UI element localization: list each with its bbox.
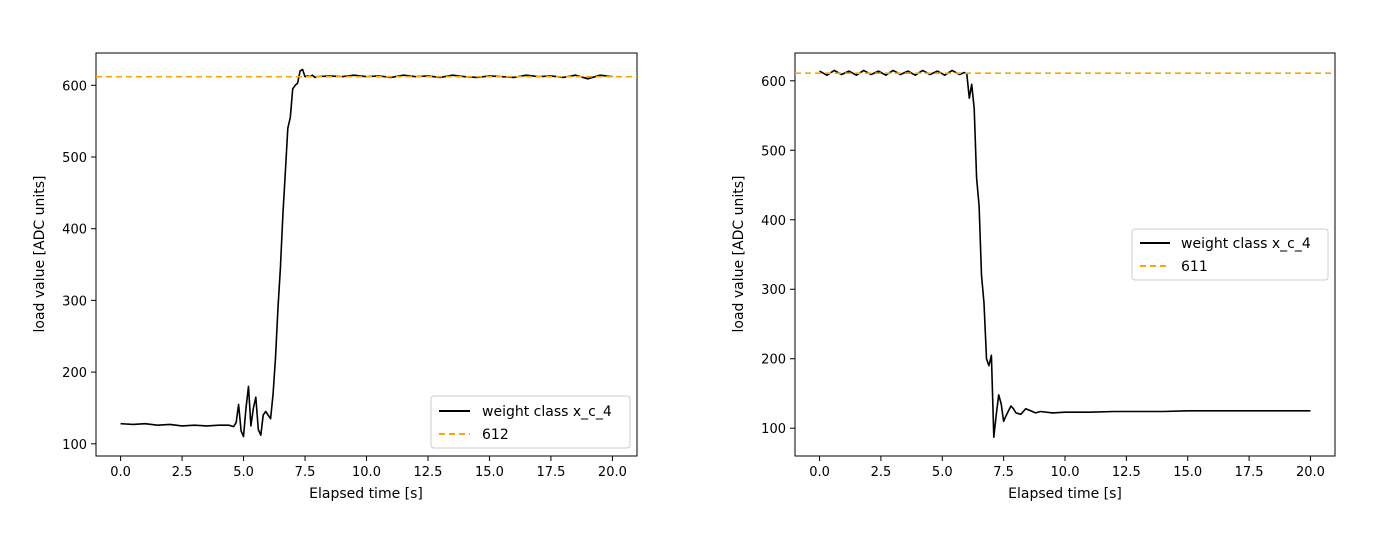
x-tick-label: 10.0 (1051, 465, 1080, 480)
x-tick-label: 5.0 (932, 465, 953, 480)
x-axis-label: Elapsed time [s] (309, 486, 423, 502)
x-tick-label: 15.0 (475, 465, 504, 480)
y-tick-label: 300 (62, 294, 87, 309)
x-tick-label: 2.5 (871, 465, 892, 480)
y-axis: 100 200 300 400 500 600 (761, 75, 795, 437)
y-axis: 100 200 300 400 500 600 (62, 79, 96, 453)
x-tick-label: 10.0 (352, 465, 381, 480)
y-tick-label: 100 (62, 438, 87, 453)
x-tick-label: 7.5 (295, 465, 316, 480)
x-axis-label: Elapsed time [s] (1008, 486, 1122, 502)
y-tick-label: 200 (62, 366, 87, 381)
x-tick-label: 5.0 (233, 465, 254, 480)
y-tick-label: 500 (761, 144, 786, 159)
x-tick-label: 20.0 (1296, 465, 1325, 480)
x-tick-label: 2.5 (172, 465, 193, 480)
series-line (819, 69, 1311, 439)
x-tick-label: 12.5 (414, 465, 443, 480)
x-axis: 0.0 2.5 5.0 7.5 10.0 12.5 15.0 17.5 20.0 (809, 456, 1325, 480)
series-line (120, 68, 613, 438)
y-tick-label: 300 (761, 283, 786, 298)
x-axis: 0.0 2.5 5.0 7.5 10.0 12.5 15.0 17.5 20.0 (110, 456, 627, 480)
x-tick-label: 7.5 (993, 465, 1014, 480)
chart-left: 0.0 2.5 5.0 7.5 10.0 12.5 15.0 17.5 20.0 100 200 3… (32, 52, 638, 502)
x-tick-label: 0.0 (809, 465, 830, 480)
y-axis-label: load value [ADC units] (32, 176, 48, 333)
legend-box (1131, 228, 1329, 281)
legend: weight class x_c_4 611 (1131, 228, 1329, 281)
chart-right: 0.0 2.5 5.0 7.5 10.0 12.5 15.0 17.5 20.0 100 200 3… (731, 52, 1336, 502)
y-axis-label: load value [ADC units] (731, 176, 747, 333)
x-tick-label: 20.0 (598, 465, 627, 480)
legend-box (430, 395, 631, 449)
y-tick-label: 600 (761, 75, 786, 90)
y-tick-label: 200 (761, 353, 786, 368)
y-tick-label: 400 (62, 223, 87, 238)
legend-label-series-1: weight class x_c_4 (482, 404, 612, 420)
x-tick-label: 15.0 (1173, 465, 1202, 480)
y-tick-label: 400 (761, 214, 786, 229)
plot-lines (795, 69, 1335, 439)
x-tick-label: 17.5 (536, 465, 565, 480)
legend: weight class x_c_4 612 (430, 395, 631, 449)
y-tick-label: 100 (761, 422, 786, 437)
x-tick-label: 0.0 (110, 465, 131, 480)
y-tick-label: 500 (62, 151, 87, 166)
x-tick-label: 12.5 (1112, 465, 1141, 480)
y-tick-label: 600 (62, 79, 87, 94)
x-tick-label: 17.5 (1235, 465, 1264, 480)
plot-lines (96, 68, 637, 438)
legend-label-series-1: weight class x_c_4 (1181, 236, 1311, 252)
legend-label-series-2: 612 (482, 427, 509, 443)
legend-label-series-2: 611 (1181, 259, 1208, 275)
